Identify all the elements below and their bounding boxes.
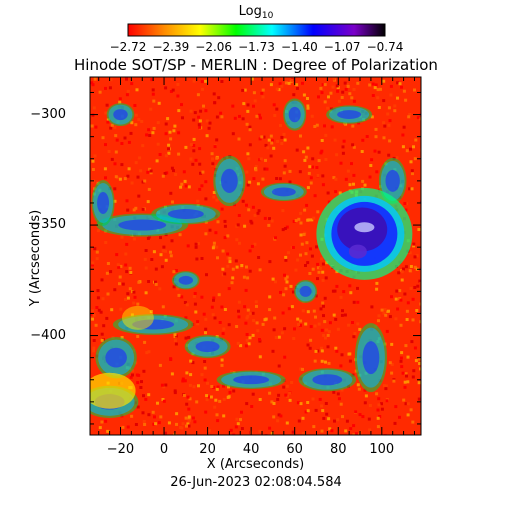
axis-ticks — [90, 77, 421, 435]
network-lane-core — [220, 168, 238, 193]
colorbar-gradient — [127, 23, 386, 37]
colorbar-tick-label: −0.74 — [366, 40, 404, 54]
colorbar-tick-label: −2.39 — [152, 40, 190, 54]
y-tick-label: −400 — [30, 327, 66, 343]
network-lane-core — [195, 341, 220, 353]
plot-frame — [89, 76, 422, 436]
network-lane-core — [118, 219, 167, 231]
network-lane-core — [167, 209, 204, 219]
colorbar-tick-label: −2.06 — [195, 40, 233, 54]
network-lane-core — [362, 341, 380, 375]
network-lane-core — [113, 109, 128, 121]
x-tick-label: 60 — [286, 442, 303, 457]
colorbar-tick-label: −2.72 — [109, 40, 147, 54]
x-tick-label: 20 — [199, 442, 216, 457]
polarization-map — [90, 77, 421, 435]
x-tick-label: 0 — [159, 442, 169, 457]
network-patch-yellow — [121, 305, 154, 330]
network-lane-core — [97, 191, 110, 214]
magnetic-features — [90, 98, 413, 418]
network-lane-core — [337, 110, 362, 119]
network-lane-core — [233, 375, 270, 385]
network-patch-yellow — [90, 372, 136, 409]
network-lane-core — [299, 285, 312, 297]
x-tick-label: −20 — [106, 442, 135, 457]
x-tick-label: 100 — [369, 442, 395, 457]
y-tick-label: −350 — [30, 217, 66, 233]
colorbar-tick-label: −1.40 — [280, 40, 318, 54]
y-axis-label: Y (Arcseconds) — [28, 209, 43, 307]
network-lane-core — [105, 347, 127, 368]
network-lane-core — [312, 374, 343, 386]
network-lane-core — [178, 275, 194, 285]
colorbar-tick-label: −1.73 — [238, 40, 275, 54]
timestamp: 26-Jun-2023 02:08:04.584 — [170, 475, 342, 490]
network-lane-core — [271, 187, 296, 197]
y-tick-label: −300 — [30, 106, 66, 122]
x-tick-label: 80 — [329, 442, 347, 457]
plot-title: Hinode SOT/SP - MERLIN : Degree of Polar… — [74, 56, 438, 74]
sunspot-lower-core — [348, 244, 367, 259]
sunspot-bright-lane — [354, 222, 375, 233]
network-lane-core — [288, 106, 301, 123]
colorbar-tick-label: −1.07 — [323, 40, 361, 54]
network-lane-core — [385, 169, 400, 192]
x-tick-label: 40 — [242, 442, 260, 457]
x-axis-label: X (Arcseconds) — [206, 457, 305, 472]
colorbar-title: Log10 — [238, 4, 274, 22]
